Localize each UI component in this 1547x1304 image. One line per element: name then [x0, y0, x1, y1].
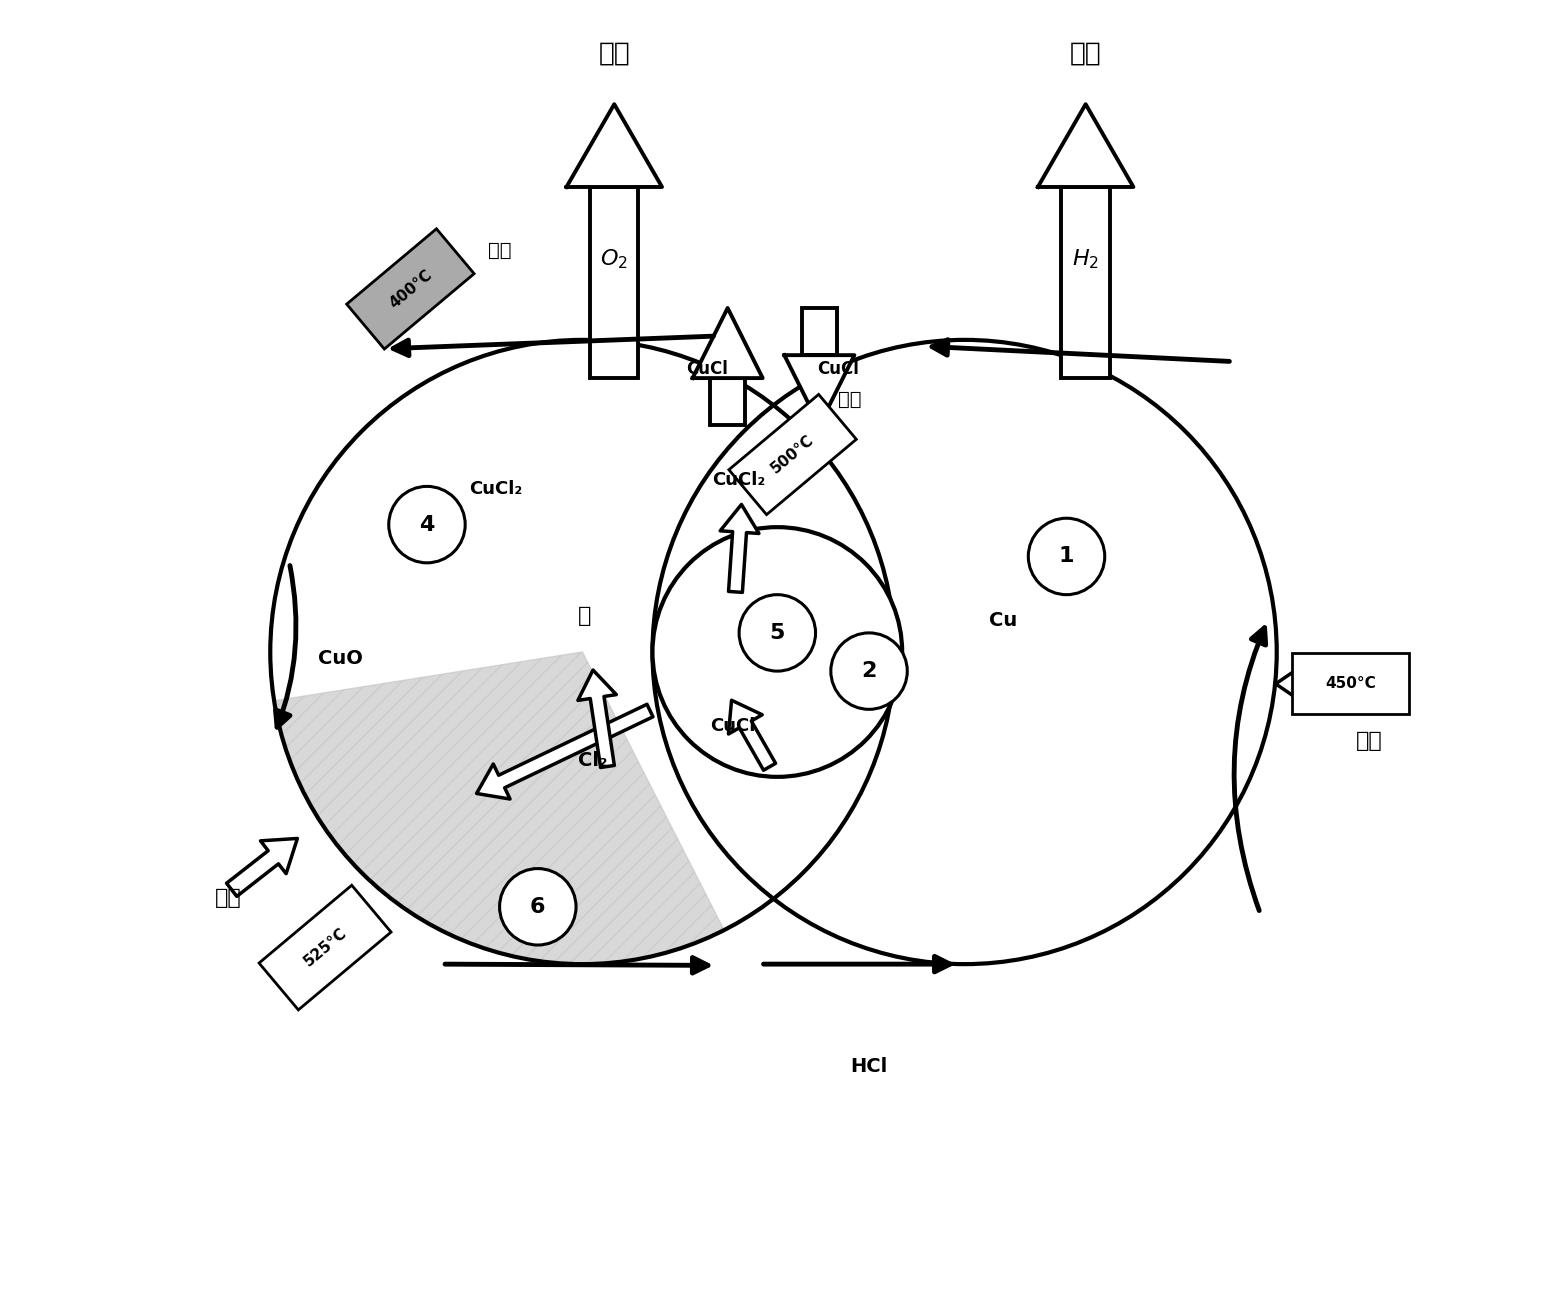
Text: 氢气: 氢气 — [1071, 40, 1101, 67]
Circle shape — [739, 595, 815, 672]
Bar — [710, 378, 746, 425]
Text: 5: 5 — [770, 623, 784, 643]
Circle shape — [831, 632, 907, 709]
Text: 2: 2 — [862, 661, 877, 681]
Text: 450°C: 450°C — [1326, 677, 1375, 691]
Text: HCl: HCl — [851, 1056, 888, 1076]
Text: 加热: 加热 — [215, 888, 241, 908]
Circle shape — [1029, 518, 1105, 595]
Text: 400°C: 400°C — [387, 267, 435, 310]
Polygon shape — [784, 355, 854, 425]
Circle shape — [388, 486, 466, 563]
Text: Cl₂: Cl₂ — [579, 751, 608, 769]
Bar — [1061, 186, 1109, 378]
Bar — [801, 308, 837, 355]
Text: 525°C: 525°C — [300, 926, 350, 970]
Text: CuCl₂: CuCl₂ — [713, 471, 766, 489]
Text: 1: 1 — [1058, 546, 1074, 566]
Text: $O_2$: $O_2$ — [600, 248, 628, 271]
Polygon shape — [1038, 104, 1134, 186]
Text: 加热: 加热 — [487, 241, 512, 261]
Bar — [258, 885, 391, 1009]
Text: 6: 6 — [531, 897, 546, 917]
Text: 500°C: 500°C — [769, 433, 817, 476]
Text: CuCl: CuCl — [817, 360, 860, 378]
Circle shape — [500, 868, 575, 945]
Circle shape — [653, 527, 902, 777]
Text: CuCl: CuCl — [687, 360, 729, 378]
Text: 加热: 加热 — [1357, 732, 1383, 751]
Text: CuCl₂: CuCl₂ — [469, 480, 523, 498]
Text: Cu: Cu — [989, 610, 1016, 630]
Text: $H_2$: $H_2$ — [1072, 248, 1098, 271]
Polygon shape — [653, 541, 777, 763]
Bar — [729, 394, 857, 515]
Polygon shape — [274, 652, 724, 964]
Text: CuO: CuO — [317, 649, 364, 668]
Bar — [347, 228, 473, 349]
Polygon shape — [693, 308, 763, 378]
Polygon shape — [566, 104, 662, 186]
Bar — [589, 186, 639, 378]
Text: 水: 水 — [579, 606, 591, 626]
Text: CuCl: CuCl — [710, 717, 755, 735]
Text: 加热: 加热 — [838, 390, 862, 409]
Bar — [1292, 653, 1409, 715]
Text: 氧气: 氧气 — [599, 40, 630, 67]
Text: 4: 4 — [419, 515, 435, 535]
